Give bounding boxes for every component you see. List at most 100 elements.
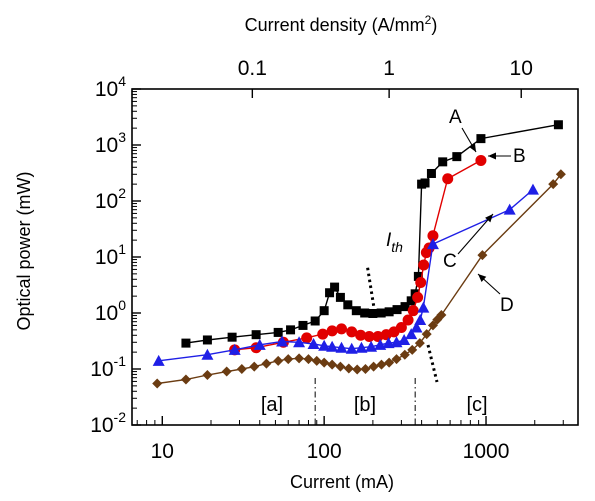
data-point-B [336,323,348,335]
data-point-B [427,230,439,242]
data-point-D [249,361,260,372]
data-point-B [355,329,367,341]
data-point-B [415,277,427,289]
data-point-C [276,335,289,347]
data-point-B [326,325,338,337]
y-tick-label: 10-2 [90,409,126,437]
data-point-C [417,301,430,313]
series-B [229,154,487,356]
data-point-A [227,332,237,342]
arrow-D-head [478,274,487,282]
data-point-D [421,329,432,340]
data-point-A [420,178,430,188]
data-point-D [202,370,213,381]
data-point-D [327,359,338,370]
y-axis-title: Optical power (mW) [14,171,34,330]
arrow-C [457,213,494,255]
label-B: B [513,146,526,167]
data-point-A [330,282,340,292]
data-point-A [476,134,486,144]
series-D [152,169,566,389]
top-axis-title-sup: 2 [425,13,432,27]
data-point-D [236,364,247,374]
data-point-C [253,338,266,350]
data-point-A [286,325,296,335]
data-point-C [307,337,320,349]
x-tick-label: 100 [307,440,342,463]
data-point-A [553,120,563,130]
data-point-C [410,321,423,333]
data-point-C [326,340,339,352]
top-tick-label: 1 [383,57,395,80]
series-layer [152,120,566,389]
data-point-B [372,331,384,343]
data-point-A [392,305,402,315]
label-D: D [500,295,514,316]
data-point-C [318,339,331,351]
x-tick-label: 10 [151,440,174,463]
data-point-C [345,342,358,354]
data-point-D [427,320,438,331]
label-C: C [443,251,457,272]
label-A: A [449,107,462,128]
data-point-D [319,357,330,368]
data-point-D [311,355,322,366]
arrow-B-head [488,152,496,160]
data-point-B [317,328,329,340]
arrow-A-head [468,143,476,152]
data-point-C [398,333,411,345]
data-point-A [400,302,410,312]
y-tick-label: 102 [95,185,126,213]
region-label: [a] [261,394,283,416]
top-tick-label: 10 [510,57,533,80]
series-line-C [158,189,534,362]
data-point-C [414,313,427,325]
data-point-D [343,363,354,374]
y-tick-label: 104 [95,73,126,101]
data-point-C [365,340,378,352]
data-point-A [251,330,261,340]
data-point-A [368,308,378,318]
data-point-A [310,316,320,326]
annotation-layer: A B C D Ith [a] [b] [c] [261,107,526,425]
data-point-D [360,364,371,374]
data-point-A [384,307,394,317]
data-point-C [335,341,348,353]
data-point-A [351,306,361,316]
data-point-C [382,337,395,349]
data-point-A [202,335,212,345]
series-C [152,183,539,366]
data-point-B [418,259,430,271]
label-ith: Ith [386,230,403,255]
data-point-A [181,338,191,348]
axes-layer: 10-2 10-1 100 101 102 103 104 10 100 1000 0.1 1 10 [90,57,579,463]
region-label: [c] [466,394,487,416]
data-point-C [293,336,306,348]
data-point-D [283,354,294,365]
plot-frame [131,88,579,426]
data-point-B [407,305,419,317]
data-point-D [477,250,488,261]
data-point-A [325,288,335,298]
y-tick-label: 101 [95,241,126,269]
data-point-D [261,358,272,369]
ith-line-upper [365,265,377,312]
data-point-C [152,354,165,366]
data-point-A [343,300,353,310]
data-point-B [442,173,454,185]
data-point-C [201,348,214,360]
data-point-D [152,378,163,389]
data-point-B [412,291,424,303]
data-point-D [221,366,232,377]
y-tick-label: 10-1 [90,353,126,381]
data-point-D [407,344,418,355]
region-label: [b] [354,394,376,416]
data-point-A [406,296,416,306]
data-point-C [503,203,516,215]
data-point-C [526,183,539,195]
data-point-D [335,361,346,372]
arrow-C-head [485,214,493,223]
ith-line-lower [426,344,439,383]
data-point-D [368,361,379,372]
y-tick-label: 103 [95,129,126,157]
